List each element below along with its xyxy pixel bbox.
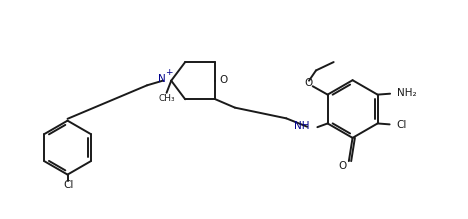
Text: O: O <box>219 75 228 85</box>
Text: N: N <box>158 74 166 84</box>
Text: Cl: Cl <box>396 120 407 130</box>
Text: NH₂: NH₂ <box>397 88 417 98</box>
Text: CH₃: CH₃ <box>158 94 175 103</box>
Text: NH: NH <box>293 121 309 131</box>
Text: O: O <box>338 161 346 171</box>
Text: O: O <box>304 78 312 88</box>
Text: Cl: Cl <box>64 180 74 190</box>
Text: +: + <box>165 68 173 77</box>
